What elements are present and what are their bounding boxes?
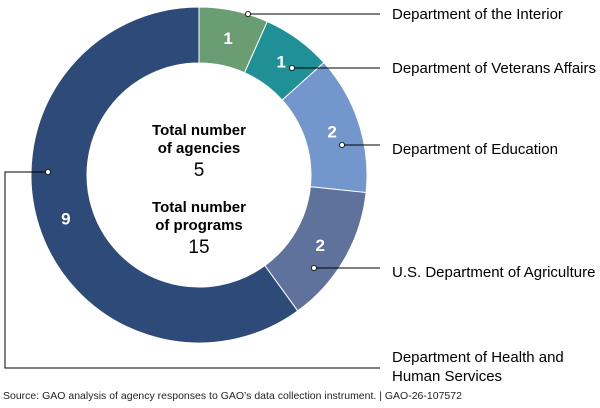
leader-dot: [288, 65, 295, 72]
segment-value-label: 9: [61, 209, 70, 228]
leader-dot: [310, 264, 317, 271]
category-labels: Department of the Interior Department of …: [392, 6, 596, 385]
leader-dot: [244, 10, 251, 17]
agencies-count: 5: [194, 160, 205, 181]
leader-line: [4, 171, 380, 369]
programs-count: 15: [188, 237, 209, 258]
segment-value-label: 1: [223, 29, 232, 48]
leader-dot: [45, 168, 52, 175]
donut-segments: [30, 6, 368, 344]
category-label: Department of Health and Human Services: [392, 349, 564, 385]
programs-label-line2: of programs: [155, 217, 243, 234]
agencies-label-line1: Total number: [152, 122, 246, 139]
segment-value-label: 2: [327, 123, 336, 142]
source-note: Source: GAO analysis of agency responses…: [3, 390, 462, 402]
agencies-label-line2: of agencies: [158, 140, 241, 157]
category-label: Department of the Interior: [392, 6, 563, 23]
programs-label-line1: Total number: [152, 199, 246, 216]
donut-segment: [30, 6, 299, 344]
segment-value-labels: 1 1 2 2 9: [61, 29, 337, 255]
center-summary: Total number of agencies 5 Total number …: [152, 122, 246, 258]
category-label: U.S. Department of Agriculture: [392, 264, 595, 281]
segment-value-label: 1: [277, 53, 286, 72]
category-label: Department of Veterans Affairs: [392, 60, 596, 77]
segment-value-label: 2: [316, 236, 325, 255]
leader-lines: [4, 10, 380, 369]
leader-dot: [338, 141, 345, 148]
category-label: Department of Education: [392, 141, 558, 158]
